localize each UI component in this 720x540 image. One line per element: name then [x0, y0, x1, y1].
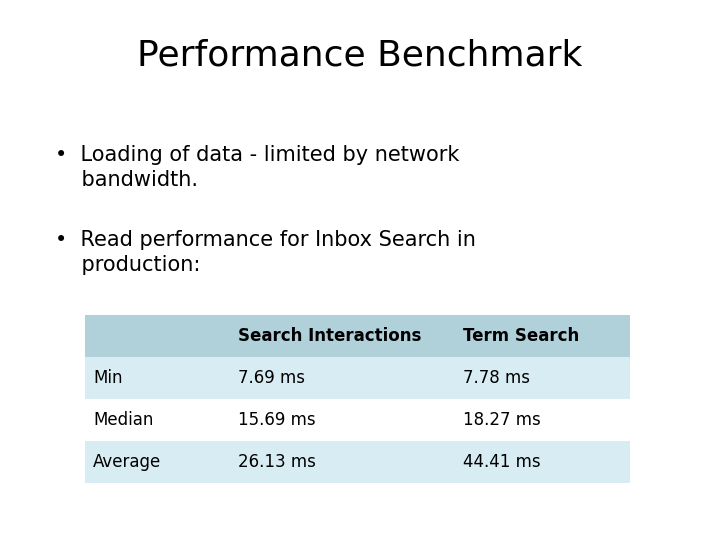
- Text: 26.13 ms: 26.13 ms: [238, 453, 316, 471]
- Bar: [455, 441, 630, 483]
- Bar: [85, 315, 230, 357]
- Text: 7.78 ms: 7.78 ms: [463, 369, 530, 387]
- Bar: [85, 357, 230, 399]
- Text: Search Interactions: Search Interactions: [238, 327, 421, 345]
- Text: •  Read performance for Inbox Search in
    production:: • Read performance for Inbox Search in p…: [55, 230, 476, 275]
- Text: 7.69 ms: 7.69 ms: [238, 369, 305, 387]
- Text: Term Search: Term Search: [463, 327, 580, 345]
- Text: Average: Average: [93, 453, 161, 471]
- Bar: [455, 399, 630, 441]
- Bar: [85, 441, 230, 483]
- Bar: [85, 399, 230, 441]
- Text: 15.69 ms: 15.69 ms: [238, 411, 315, 429]
- Bar: [230, 357, 455, 399]
- Bar: [455, 315, 630, 357]
- Text: Min: Min: [93, 369, 122, 387]
- Text: 18.27 ms: 18.27 ms: [463, 411, 541, 429]
- Text: Performance Benchmark: Performance Benchmark: [138, 38, 582, 72]
- Bar: [230, 315, 455, 357]
- Bar: [455, 357, 630, 399]
- Text: 44.41 ms: 44.41 ms: [463, 453, 541, 471]
- Text: Median: Median: [93, 411, 153, 429]
- Bar: [230, 399, 455, 441]
- Bar: [230, 441, 455, 483]
- Text: •  Loading of data - limited by network
    bandwidth.: • Loading of data - limited by network b…: [55, 145, 459, 190]
